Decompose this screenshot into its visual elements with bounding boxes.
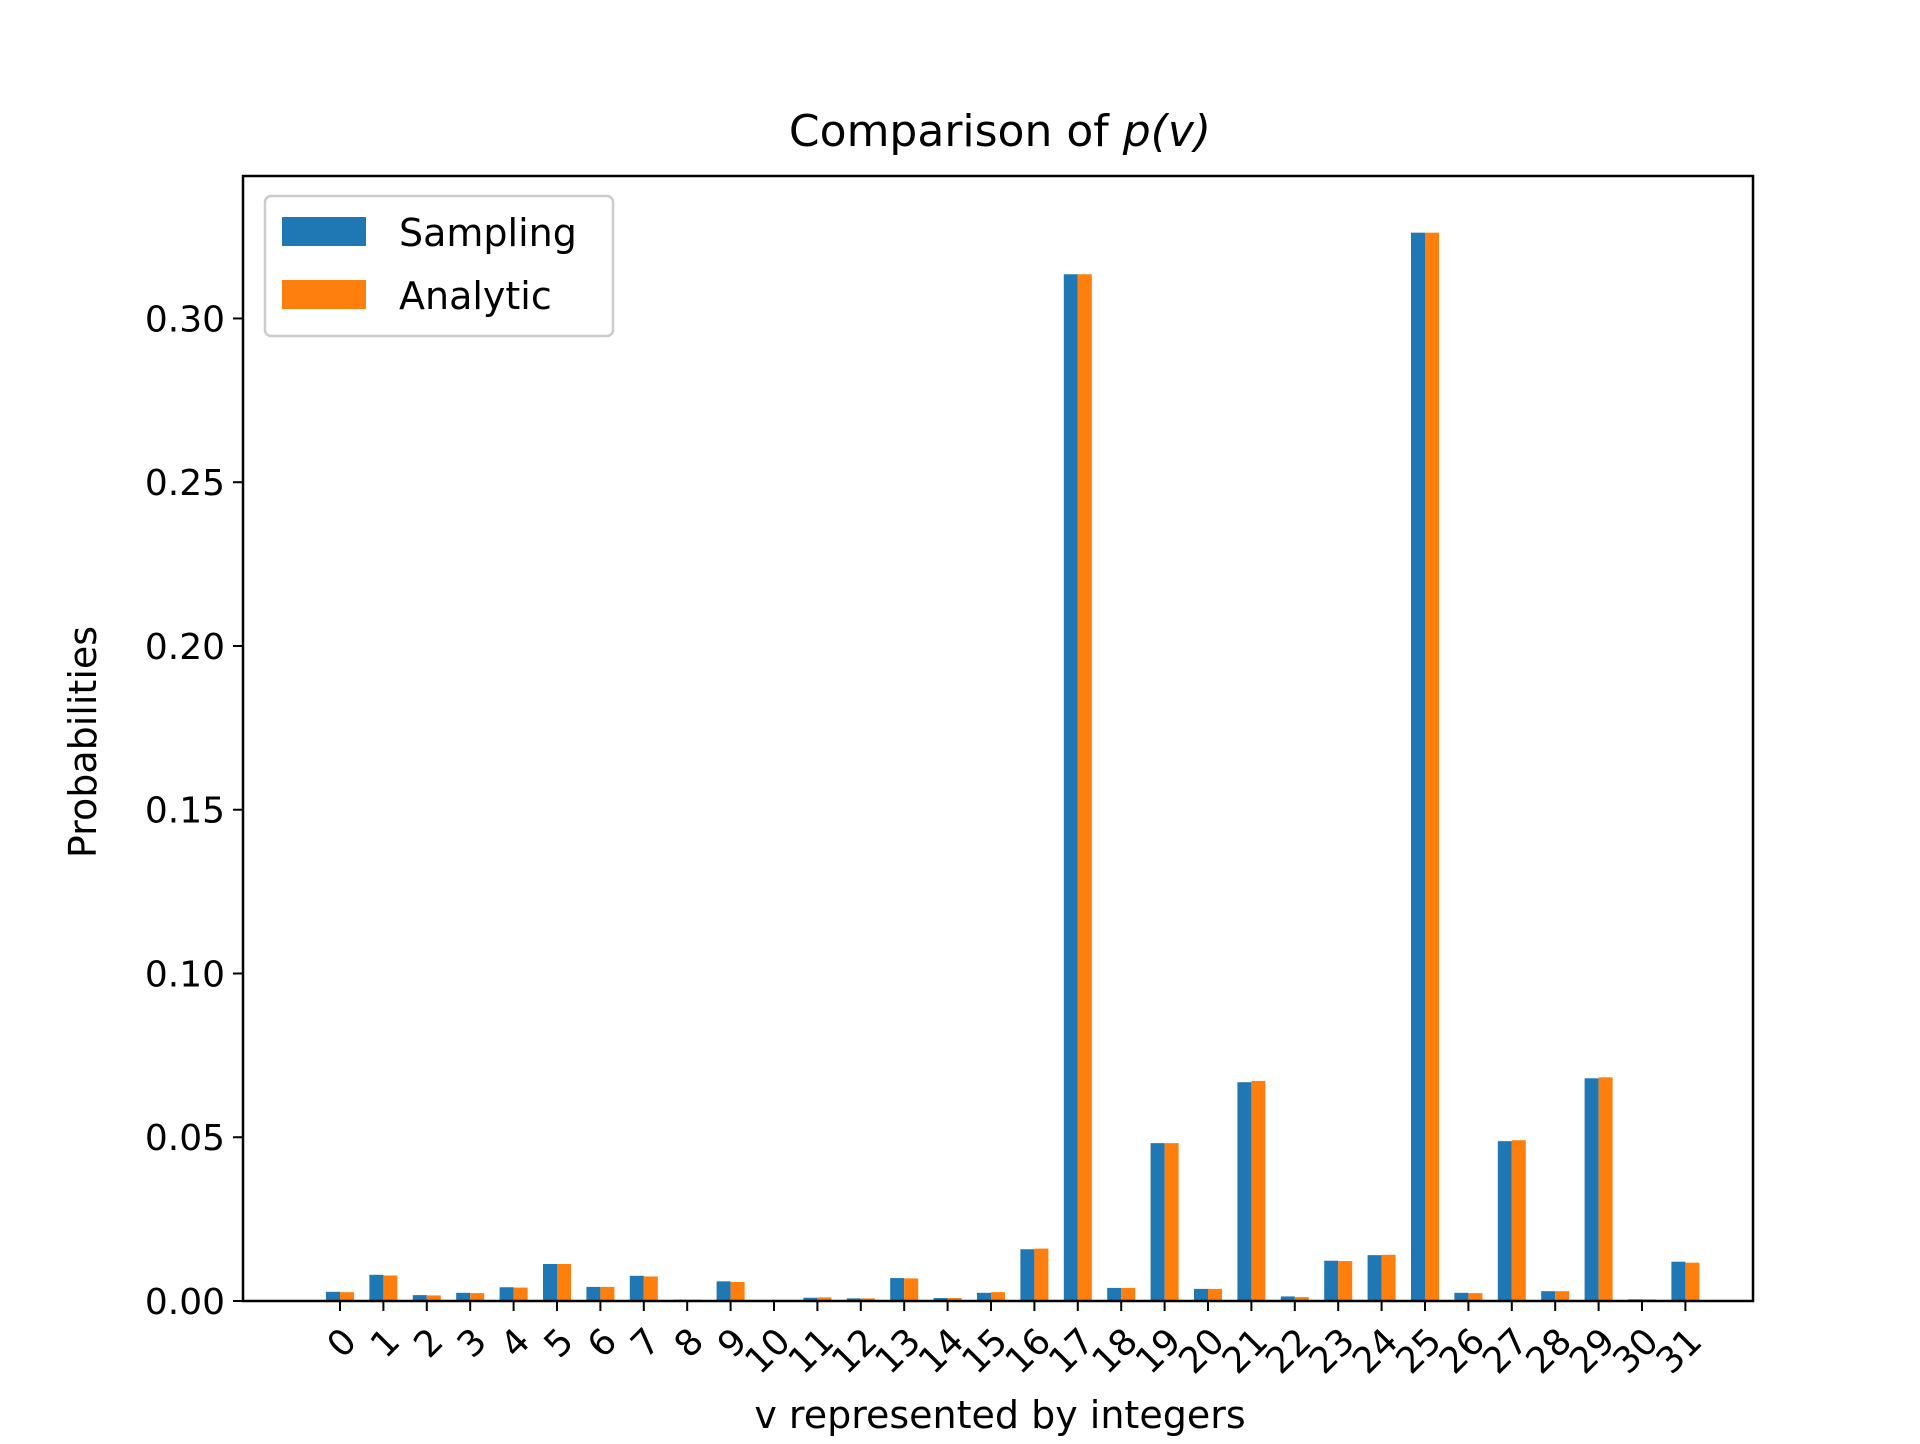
legend: Sampling Analytic [265,196,613,336]
bar-sampling-28 [1541,1291,1555,1301]
bar-analytic-24 [1382,1255,1396,1301]
bar-sampling-21 [1237,1082,1251,1301]
y-axis-label: Probabilities [61,626,105,858]
bar-sampling-20 [1194,1289,1208,1301]
bar-analytic-9 [731,1282,745,1301]
legend-label-analytic: Analytic [399,274,552,318]
bar-sampling-1 [369,1275,383,1301]
bar-sampling-18 [1107,1288,1121,1301]
bar-sampling-29 [1585,1078,1599,1301]
y-tick-label: 0.30 [145,299,225,340]
y-tick-label: 0.15 [145,791,225,832]
bar-sampling-7 [630,1276,644,1301]
bar-sampling-17 [1064,274,1078,1301]
bar-sampling-13 [890,1278,904,1301]
bar-analytic-20 [1208,1289,1222,1301]
bar-analytic-4 [514,1288,528,1301]
bar-sampling-19 [1151,1143,1165,1301]
y-tick-label: 0.25 [145,463,225,504]
bar-analytic-29 [1599,1077,1613,1301]
y-tick-label: 0.05 [145,1118,225,1159]
legend-swatch-sampling [282,217,366,246]
bar-analytic-5 [557,1264,571,1301]
bar-sampling-23 [1324,1261,1338,1301]
bar-analytic-17 [1078,274,1092,1301]
bar-analytic-0 [340,1292,354,1301]
bar-analytic-28 [1555,1291,1569,1301]
bar-analytic-31 [1685,1263,1699,1301]
bar-sampling-31 [1671,1262,1685,1301]
bar-analytic-15 [991,1292,1005,1301]
y-tick-label: 0.10 [145,954,225,995]
bar-sampling-16 [1020,1249,1034,1301]
bar-sampling-5 [543,1264,557,1301]
bar-analytic-16 [1034,1249,1048,1301]
bar-analytic-7 [644,1276,658,1301]
legend-swatch-analytic [282,280,366,309]
legend-label-sampling: Sampling [399,211,577,255]
bar-analytic-25 [1425,233,1439,1301]
chart-title: Comparison of p(v) [789,106,1211,157]
bar-analytic-19 [1165,1143,1179,1301]
x-axis-label: v represented by integers [754,1393,1245,1437]
bar-analytic-27 [1512,1140,1526,1301]
bar-sampling-6 [586,1287,600,1301]
bar-sampling-27 [1498,1141,1512,1301]
bar-sampling-0 [326,1292,340,1301]
bar-analytic-1 [383,1275,397,1301]
y-tick-label: 0.20 [145,627,225,668]
bar-analytic-6 [600,1287,614,1301]
bar-sampling-4 [500,1287,514,1301]
bar-analytic-13 [904,1278,918,1301]
bar-analytic-23 [1338,1261,1352,1301]
bar-sampling-24 [1368,1255,1382,1301]
bar-analytic-18 [1121,1288,1135,1301]
y-tick-label: 0.00 [145,1282,225,1323]
bar-sampling-9 [717,1281,731,1301]
bar-analytic-21 [1251,1081,1265,1301]
bar-sampling-25 [1411,233,1425,1301]
